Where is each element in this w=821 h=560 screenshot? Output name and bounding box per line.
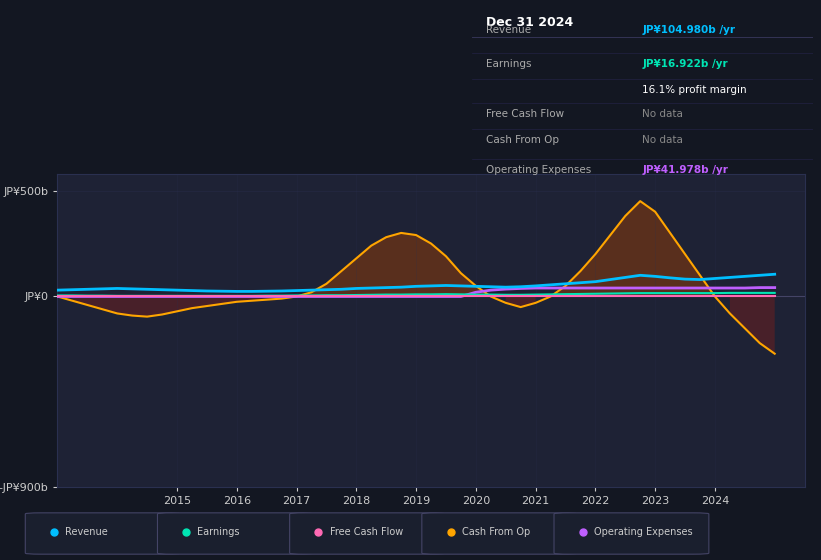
FancyBboxPatch shape: [554, 513, 709, 554]
Text: Cash From Op: Cash From Op: [486, 135, 559, 145]
Text: JP¥16.922b /yr: JP¥16.922b /yr: [643, 59, 728, 69]
Text: 16.1% profit margin: 16.1% profit margin: [643, 85, 747, 95]
FancyBboxPatch shape: [25, 513, 180, 554]
FancyBboxPatch shape: [290, 513, 444, 554]
Text: No data: No data: [643, 135, 683, 145]
Text: Free Cash Flow: Free Cash Flow: [486, 109, 564, 119]
Text: No data: No data: [643, 109, 683, 119]
FancyBboxPatch shape: [422, 513, 576, 554]
Text: Revenue: Revenue: [486, 26, 531, 35]
Text: Dec 31 2024: Dec 31 2024: [486, 16, 573, 29]
Text: Free Cash Flow: Free Cash Flow: [330, 527, 403, 537]
Text: JP¥41.978b /yr: JP¥41.978b /yr: [643, 165, 728, 175]
Text: Operating Expenses: Operating Expenses: [486, 165, 591, 175]
Text: Operating Expenses: Operating Expenses: [594, 527, 693, 537]
Text: Earnings: Earnings: [486, 59, 531, 69]
Text: Cash From Op: Cash From Op: [462, 527, 530, 537]
Text: JP¥104.980b /yr: JP¥104.980b /yr: [643, 26, 736, 35]
Text: Revenue: Revenue: [66, 527, 108, 537]
Text: Earnings: Earnings: [198, 527, 240, 537]
FancyBboxPatch shape: [158, 513, 312, 554]
